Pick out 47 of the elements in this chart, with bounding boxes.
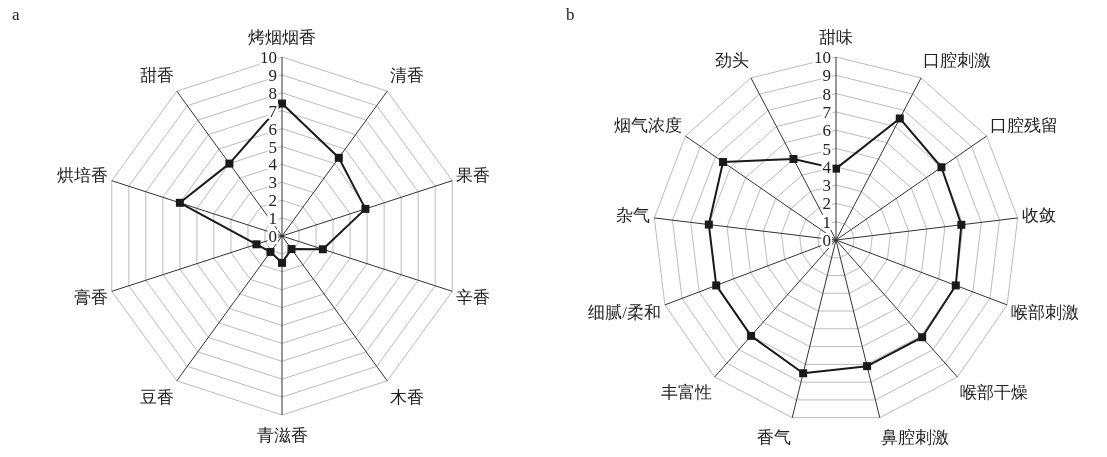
spoke-label: 木香 [389,387,424,407]
y-tick-label: 7 [822,102,832,122]
spoke-label: 口腔残留 [990,115,1059,135]
spoke-label: 烟气浓度 [613,115,682,135]
spoke-label: 鼻腔刺激 [880,428,949,448]
spoke-label: 辛香 [455,288,490,308]
y-tick-label: 1 [268,209,277,229]
y-tick-label: 4 [268,155,278,175]
spoke-label: 青滋香 [256,425,308,445]
spoke-label: 收敛 [1021,206,1056,226]
y-tick-label: 8 [268,83,277,103]
spoke-label: 劲头 [714,50,749,70]
y-tick-label: 3 [268,173,277,193]
y-tick-label: 10 [260,48,277,67]
y-tick-label: 2 [822,194,831,214]
spoke-label: 烘培香 [57,165,109,185]
chart-title: a [12,5,20,24]
y-tick-label: 3 [822,176,831,196]
spoke-label: 甜味 [819,27,853,47]
y-tick-label: 0 [268,227,277,246]
spoke-label: 丰富性 [660,383,712,403]
y-tick-label: 0 [822,231,831,250]
spoke-label: 烤烟烟香 [248,28,316,48]
spoke-label: 喉部干燥 [960,383,1029,403]
y-tick-label: 5 [822,139,831,159]
spoke-label: 香气 [757,428,792,448]
spoke-label: 果香 [455,165,490,185]
y-tick-label: 1 [822,212,831,232]
spoke-label: 口腔刺激 [923,50,992,70]
y-tick-label: 8 [822,84,831,104]
y-tick-label: 4 [822,157,832,177]
spoke-label: 膏香 [74,288,109,308]
spoke-label: 细腻/柔和 [588,303,661,323]
y-tick-label: 6 [268,119,277,139]
y-tick-label: 5 [268,137,277,157]
y-tick-label: 10 [814,48,831,67]
spoke-label: 清香 [389,66,424,86]
spoke-label: 甜香 [140,66,175,86]
y-tick-label: 9 [268,65,277,85]
y-tick-label: 7 [268,101,278,121]
y-tick-label: 2 [268,191,277,211]
y-tick-label: 6 [822,121,831,141]
chart-title: b [566,5,575,24]
y-tick-label: 9 [822,66,831,86]
spoke-label: 杂气 [616,206,651,226]
spoke-label: 喉部刺激 [1011,303,1080,323]
spoke-label: 豆香 [140,387,175,407]
